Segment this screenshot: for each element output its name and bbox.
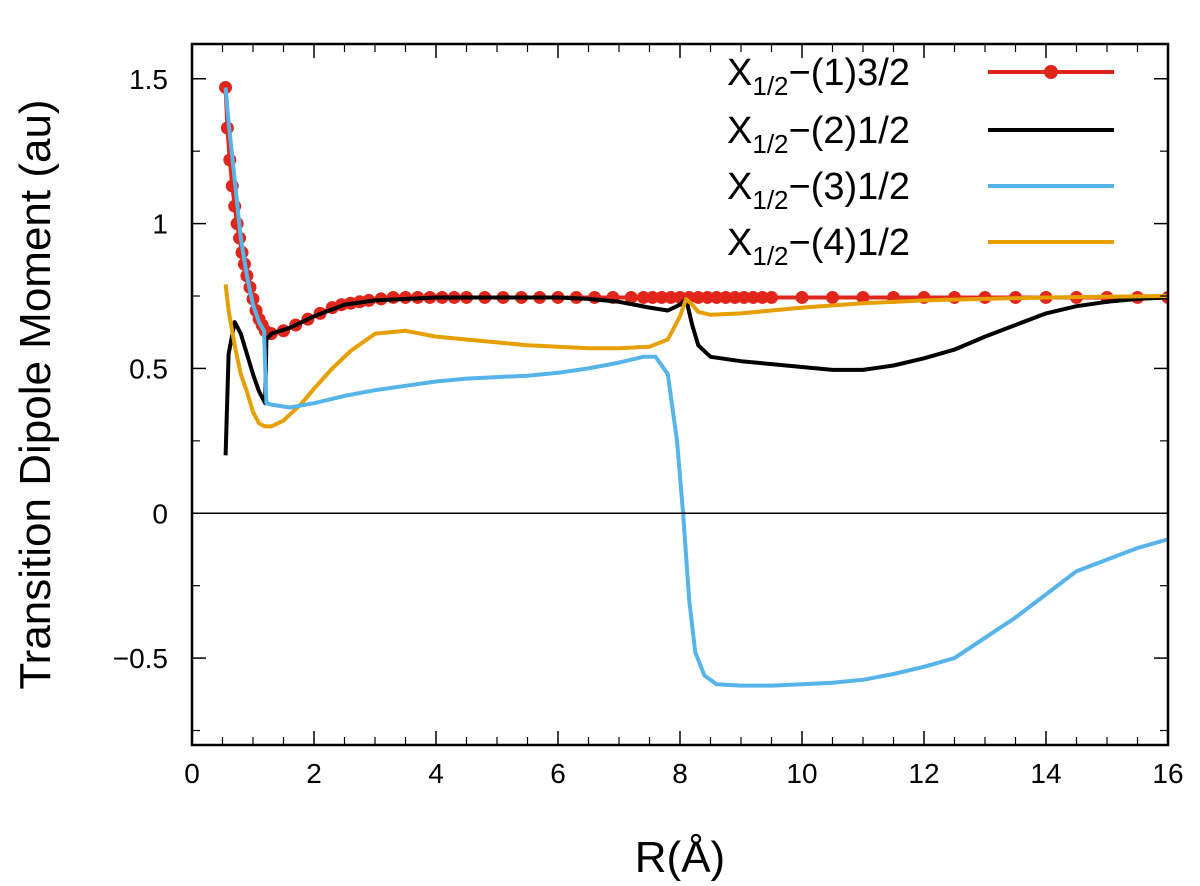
series-line-3 xyxy=(223,87,1168,688)
plot-frame xyxy=(190,42,1170,747)
series-point-1 xyxy=(795,290,809,304)
series-point-1 xyxy=(755,290,769,304)
series-point-1 xyxy=(728,290,742,304)
series-line-4 xyxy=(223,284,1168,429)
series-2 xyxy=(223,295,1168,456)
series-point-1 xyxy=(826,290,839,304)
x-tick-label: 14 xyxy=(1030,758,1061,789)
series-point-1 xyxy=(700,290,714,304)
legend-label-1: X1/2−(1)3/2 xyxy=(727,52,910,101)
x-tick-label: 6 xyxy=(550,758,566,789)
x-tick-label: 8 xyxy=(672,758,688,789)
legend-marker-1 xyxy=(1044,65,1058,79)
axis-ticks xyxy=(191,44,1169,745)
series-point-1 xyxy=(646,290,660,304)
x-tick-label: 16 xyxy=(1152,758,1183,789)
series-point-1 xyxy=(765,290,778,304)
series-point-1 xyxy=(219,80,233,94)
x-tick-label: 10 xyxy=(786,758,817,789)
y-tick-label: 1 xyxy=(152,209,168,240)
series-point-1 xyxy=(737,290,751,304)
series-point-1 xyxy=(636,290,650,304)
x-tick-label: 0 xyxy=(184,758,200,789)
series-point-1 xyxy=(856,290,870,304)
series-point-1 xyxy=(719,290,733,304)
x-axis-title: R(Å) xyxy=(635,833,725,882)
y-tick-label: 0.5 xyxy=(129,353,168,384)
tick-labels: 0 2 4 6 8 10 12 14 16 −0.5 0 0.5 1 1.5 xyxy=(113,64,1184,789)
y-axis-title: Transition Dipole Moment (au) xyxy=(11,99,60,689)
y-tick-label: −0.5 xyxy=(113,643,168,674)
legend: X1/2−(1)3/2 X1/2−(2)1/2 X1/2−(3)1/2 X1/2−(4… xyxy=(727,52,1114,271)
series-3 xyxy=(223,87,1168,688)
series-4 xyxy=(223,284,1168,429)
x-tick-label: 4 xyxy=(428,758,444,789)
series-line-2 xyxy=(223,295,1168,456)
series-point-1 xyxy=(624,290,638,304)
series-point-1 xyxy=(710,290,724,304)
legend-label-2: X1/2−(2)1/2 xyxy=(727,110,910,159)
series-point-1 xyxy=(664,290,678,304)
plot-area xyxy=(219,80,1168,688)
series-point-1 xyxy=(948,290,961,304)
y-tick-label: 0 xyxy=(152,498,168,529)
legend-label-4: X1/2−(4)1/2 xyxy=(727,222,910,271)
x-tick-label: 12 xyxy=(908,758,939,789)
y-tick-label: 1.5 xyxy=(129,64,168,95)
legend-label-3: X1/2−(3)1/2 xyxy=(727,166,910,215)
series-point-1 xyxy=(691,290,705,304)
series-point-1 xyxy=(746,290,760,304)
series-point-1 xyxy=(655,290,669,304)
x-tick-label: 2 xyxy=(306,758,322,789)
